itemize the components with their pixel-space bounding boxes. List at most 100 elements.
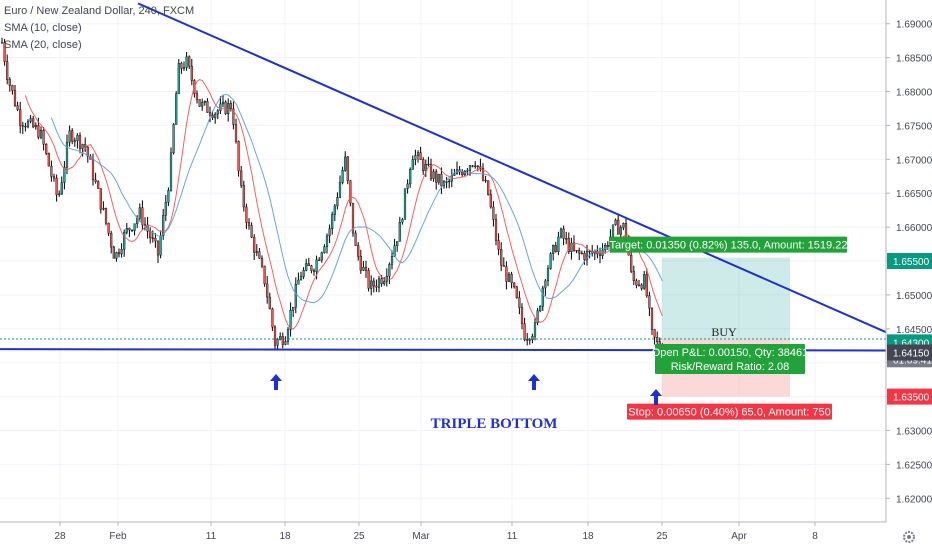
candle [565,231,568,245]
candle-body [349,180,352,204]
symbol-title[interactable]: Euro / New Zealand Dollar, 240, FXCM [4,5,195,17]
candle [637,279,641,287]
candle-body [585,250,589,260]
candle [24,122,27,132]
candle-body [539,306,542,311]
candle-body [637,284,641,286]
candle [294,277,297,314]
candle-body [422,159,425,171]
candle-body [112,246,115,259]
candle [208,106,212,123]
candle [206,98,209,113]
candle [359,249,362,274]
candle [299,271,303,281]
candle [123,229,126,257]
candle [216,108,219,120]
candle [297,272,300,285]
candle [648,291,651,317]
sma-20-line [50,93,663,304]
candle [266,275,269,304]
candle [167,187,170,206]
candle [336,192,339,210]
candle-body [502,265,505,267]
candle-body [375,285,378,288]
candle-body [419,152,422,160]
candle [427,156,430,167]
candle [112,245,115,259]
candle-body [188,56,191,67]
candle-body [325,235,329,248]
candle [289,302,292,337]
candle [128,227,131,238]
candle [50,160,53,182]
candle [541,285,544,312]
candle-body [513,282,516,288]
candle-body [227,103,230,115]
candle [523,317,526,342]
open-pnl-label[interactable]: Open P&L: 0.00150, Qty: 38461 [652,343,809,360]
candle [487,180,490,196]
stop-label[interactable]: Stop: 0.00650 (0.40%) 65.0, Amount: 750 [627,403,832,420]
candle-body [97,181,100,189]
y-tick-label: 1.68000 [896,88,932,99]
candle [518,291,521,315]
candle [154,233,157,248]
candle [570,237,573,260]
y-tick-label: 1.69000 [896,20,932,31]
candle-body [515,286,518,298]
candle-body [110,232,113,248]
candle-body [474,165,477,167]
candle-body [437,173,440,183]
candle-body [281,336,284,345]
candle-body [94,179,97,182]
candle [307,257,310,267]
candle [201,98,204,111]
candle-body [237,141,240,172]
candle-body [427,163,430,166]
moving-averages [24,79,663,330]
candle-body [234,124,238,142]
up-arrow-icon [650,389,662,405]
target-label[interactable]: Target: 0.01350 (0.82%) 135.0, Amount: 1… [610,236,848,253]
candle-body [58,193,61,195]
candle-body [0,42,4,44]
candle [614,218,617,226]
candle [58,190,61,197]
candle [125,223,128,235]
candle-body [206,101,209,113]
candle [242,180,245,212]
candle-body [29,118,32,122]
candle [622,222,625,231]
candle-body [357,245,360,257]
candle [245,203,248,230]
indicator-sma-10[interactable]: SMA (10, close) [4,22,82,34]
candle [328,224,331,244]
candle [198,99,201,107]
candle-body [640,284,643,289]
candle-body [182,67,186,69]
candle-body [219,103,222,112]
candle [115,251,118,262]
candle [156,240,160,264]
indicator-sma-20[interactable]: SMA (20, close) [4,39,82,51]
sma-10-line [24,79,663,330]
candle [351,202,355,237]
candle-body [484,179,487,182]
candle [286,327,290,345]
stop-label-text: Stop: 0.00650 (0.40%) 65.0, Amount: 750 [628,407,830,419]
candle [6,54,9,85]
candle-body [604,245,607,251]
candle [440,167,443,194]
candle-body [21,125,24,127]
candle-body [271,308,274,328]
risk-reward-label[interactable]: Risk/Reward Ratio: 2.08 [655,357,805,374]
y-tick-label: 1.66500 [896,189,932,200]
candle-body [149,231,152,239]
candle-body [37,125,40,138]
settings-gear-icon[interactable] [903,531,915,543]
candle [318,257,321,261]
candle [68,125,71,147]
candle [149,227,152,244]
